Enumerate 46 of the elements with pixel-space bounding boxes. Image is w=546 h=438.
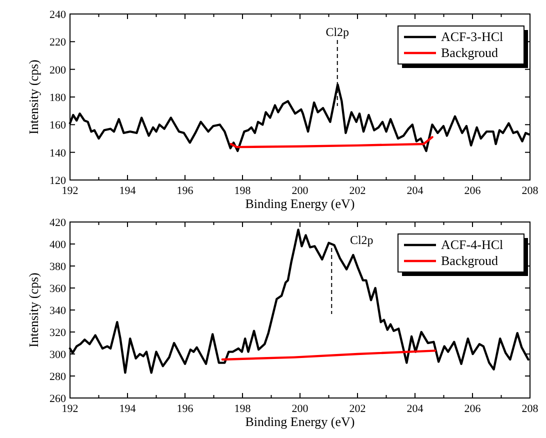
y-tick-label: 180 (50, 92, 66, 104)
x-axis-title: Binding Energy (eV) (245, 196, 355, 211)
x-tick-label: 198 (234, 185, 252, 197)
x-tick-label: 208 (522, 403, 539, 415)
y-axis-title: Intensity (cps) (26, 272, 41, 348)
y-tick-label: 280 (50, 371, 66, 383)
x-axis-title: Binding Energy (eV) (245, 414, 355, 429)
x-tick-label: 196 (176, 185, 194, 197)
y-tick-label: 140 (50, 147, 66, 160)
x-tick-label: 204 (406, 185, 424, 197)
x-tick-label: 204 (406, 403, 424, 415)
legend-label: Backgroud (441, 253, 499, 268)
y-tick-label: 380 (50, 261, 66, 273)
x-tick-label: 206 (464, 403, 482, 415)
y-tick-label: 400 (50, 239, 66, 251)
y-tick-label: 260 (50, 393, 66, 405)
legend-label: ACF-3-HCl (441, 29, 504, 44)
y-tick-label: 320 (50, 327, 66, 339)
y-tick-label: 120 (50, 175, 66, 187)
ref-line-label: Cl2p (326, 25, 350, 39)
y-tick-label: 420 (50, 217, 66, 229)
x-tick-label: 194 (119, 185, 136, 197)
y-tick-label: 340 (50, 305, 66, 317)
x-tick-label: 202 (349, 185, 366, 197)
x-tick-label: 194 (119, 403, 136, 415)
line-series (230, 136, 434, 148)
y-tick-label: 200 (50, 64, 66, 76)
x-tick-label: 200 (292, 403, 309, 415)
legend-label: ACF-4-HCl (441, 237, 504, 252)
x-tick-label: 196 (176, 403, 194, 415)
x-tick-label: 192 (62, 403, 78, 415)
ref-line-label: Cl2p (350, 233, 374, 247)
y-tick-label: 160 (50, 120, 66, 132)
x-tick-label: 198 (234, 403, 252, 415)
line-series (221, 350, 436, 361)
x-tick-label: 208 (522, 185, 539, 197)
y-tick-label: 300 (50, 349, 66, 361)
y-tick-label: 240 (50, 9, 66, 21)
y-tick-label: 220 (50, 36, 66, 49)
x-tick-label: 192 (62, 185, 78, 197)
y-tick-label: 360 (50, 283, 66, 295)
legend-label: Backgroud (441, 45, 499, 60)
x-tick-label: 202 (349, 403, 366, 415)
x-tick-label: 206 (464, 185, 482, 197)
x-tick-label: 200 (292, 185, 309, 197)
y-axis-title: Intensity (cps) (26, 60, 41, 134)
